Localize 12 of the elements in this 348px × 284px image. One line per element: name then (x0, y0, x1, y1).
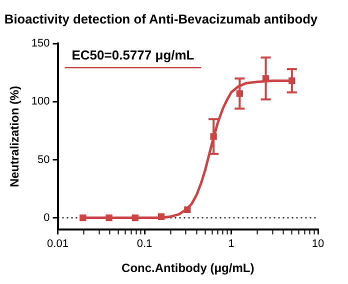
y-tick-label: 150 (31, 38, 50, 50)
chart-title: Bioactivity detection of Anti-Bevacizumab antibody (4, 11, 318, 26)
text: EC50=0.5777 μg/mL (72, 48, 194, 63)
x-tick-label: 0.1 (136, 238, 152, 250)
y-tick-label: 0 (44, 212, 50, 224)
y-axis-title: Neutralization (%) (8, 86, 22, 188)
x-axis-title: Conc.Antibody (μg/mL) (122, 261, 254, 276)
x-tick-label: 1 (228, 238, 234, 250)
x-tick-label: 10 (312, 238, 324, 250)
x-tick-label: 0.01 (47, 238, 68, 250)
y-tick-label: 50 (38, 154, 50, 166)
y-tick-label: 100 (31, 96, 50, 108)
